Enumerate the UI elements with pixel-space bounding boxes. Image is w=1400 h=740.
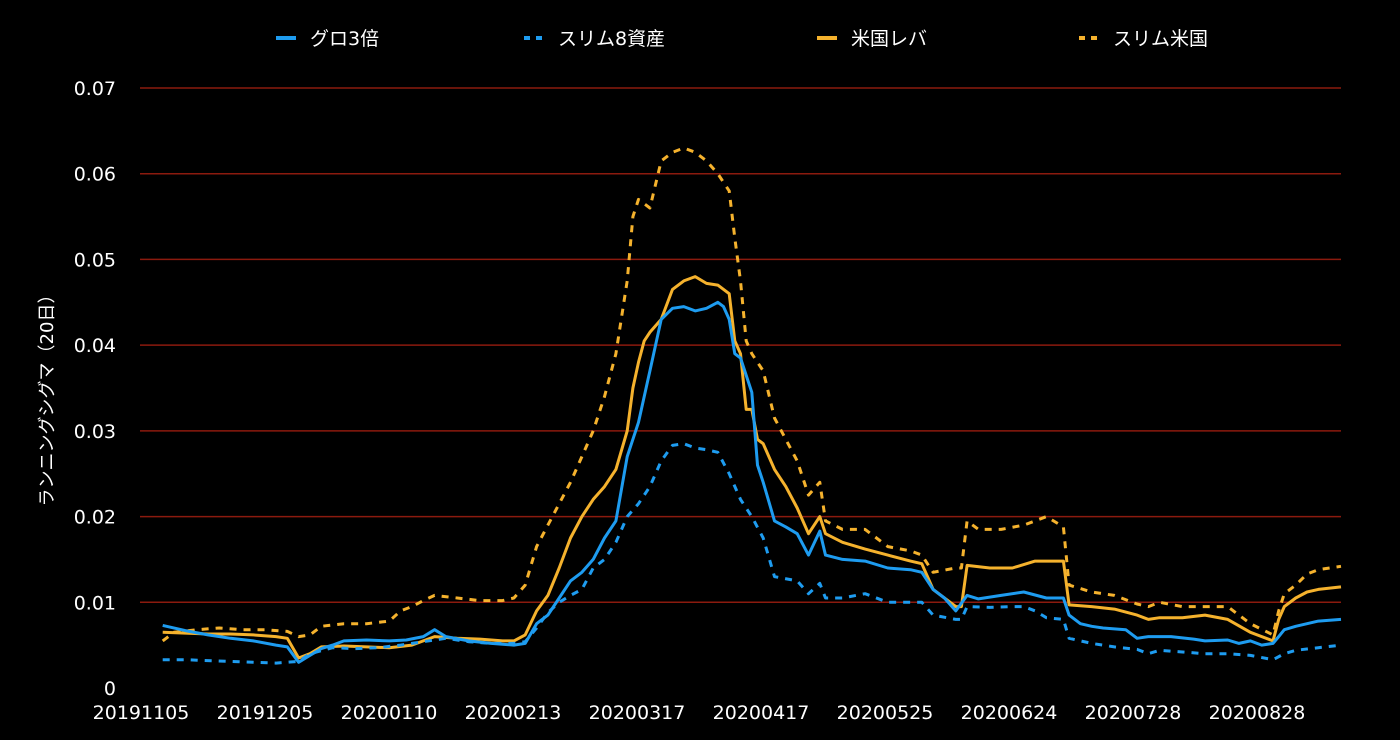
- x-tick-label: 20191105: [93, 702, 190, 724]
- series-line-3: [161, 146, 1342, 643]
- x-tick-label: 20191205: [217, 702, 314, 724]
- y-tick-label: 0: [104, 678, 116, 700]
- gridlines: [140, 87, 1341, 604]
- y-tick-label: 0.07: [74, 78, 116, 100]
- y-tick-label: 0.03: [74, 421, 116, 443]
- x-tick-label: 20200417: [713, 702, 810, 724]
- y-axis-ticks: 0 0.01 0.02 0.03 0.04 0.05 0.06 0.07: [74, 78, 116, 700]
- y-axis-title: ランニングシグマ（20日）: [37, 286, 58, 507]
- legend: グロ3倍 スリム8資産 米国レバ スリム米国: [276, 28, 1208, 50]
- x-tick-label: 20200213: [465, 702, 562, 724]
- series-line-2: [162, 275, 1342, 660]
- y-tick-label: 0.01: [74, 592, 116, 614]
- y-tick-label: 0.06: [74, 164, 116, 186]
- y-tick-label: 0.04: [74, 335, 116, 357]
- y-tick-label: 0.02: [74, 507, 116, 529]
- legend-label: 米国レバ: [851, 28, 927, 50]
- legend-label: スリム8資産: [558, 28, 665, 50]
- x-tick-label: 20200317: [589, 702, 686, 724]
- x-tick-label: 20200624: [961, 702, 1058, 724]
- legend-label: スリム米国: [1113, 28, 1208, 50]
- x-tick-label: 20200828: [1209, 702, 1306, 724]
- series-line-1: [162, 442, 1342, 665]
- y-tick-label: 0.05: [74, 249, 116, 271]
- x-axis-ticks: 20191105 20191205 20200110 20200213 20200317…: [93, 702, 1306, 724]
- x-tick-label: 20200728: [1085, 702, 1182, 724]
- x-tick-label: 20200110: [341, 702, 438, 724]
- x-tick-label: 20200525: [837, 702, 934, 724]
- legend-label: グロ3倍: [310, 28, 379, 50]
- series-lines: [161, 146, 1342, 665]
- series-line-0: [162, 300, 1342, 664]
